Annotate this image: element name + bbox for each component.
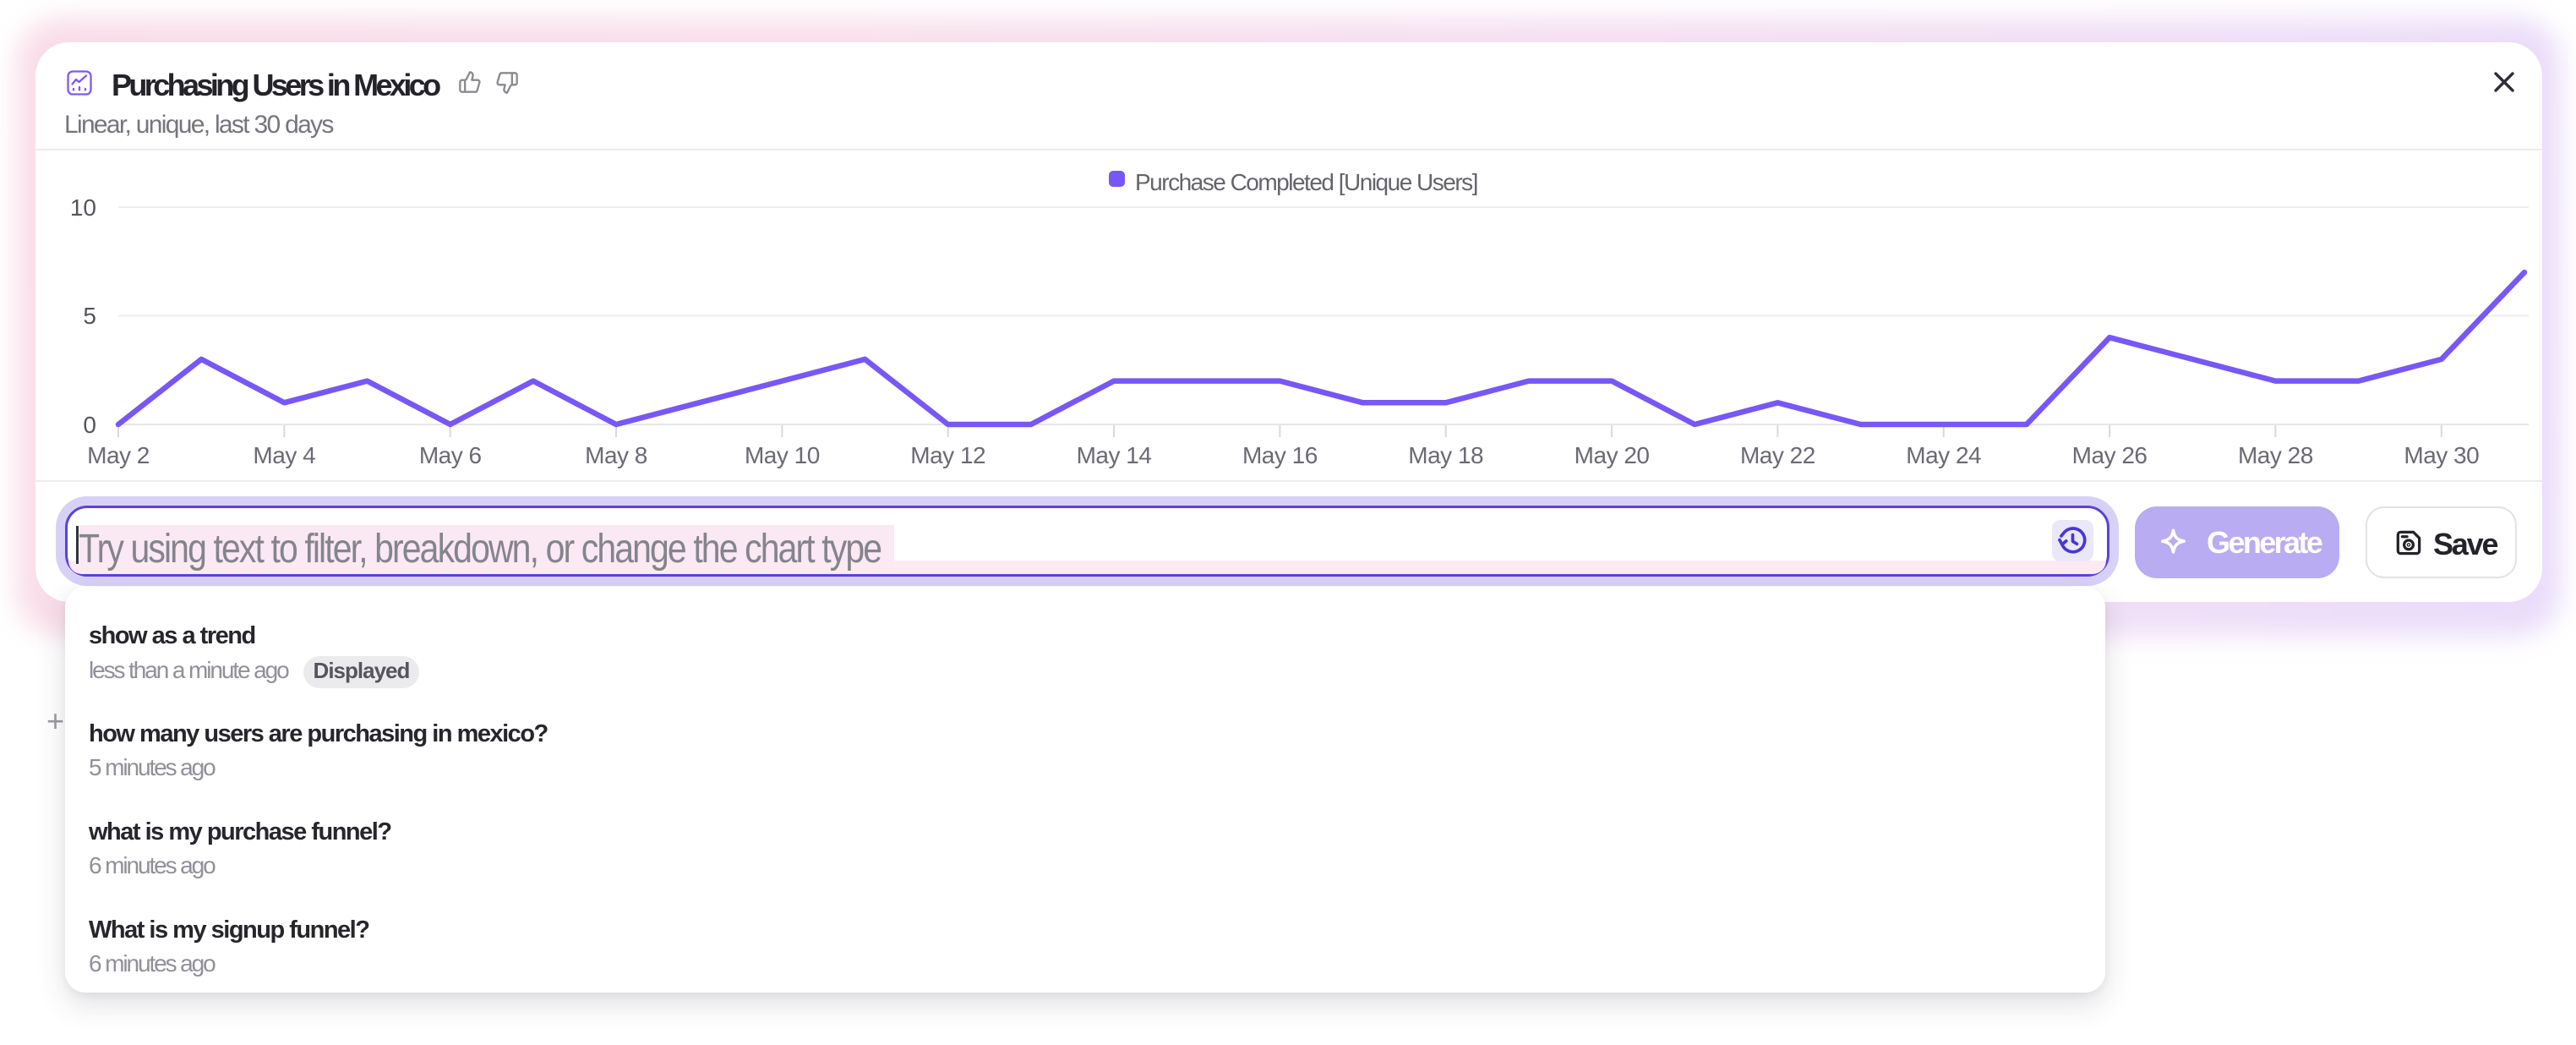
svg-text:May 2: May 2 xyxy=(87,442,150,468)
svg-text:May 22: May 22 xyxy=(1740,442,1815,468)
svg-text:May 28: May 28 xyxy=(2238,442,2313,468)
svg-text:0: 0 xyxy=(83,412,96,438)
svg-text:May 10: May 10 xyxy=(745,442,820,468)
svg-text:May 20: May 20 xyxy=(1575,442,1650,468)
svg-text:5: 5 xyxy=(83,303,96,329)
svg-text:May 8: May 8 xyxy=(585,442,647,468)
svg-text:May 26: May 26 xyxy=(2072,442,2148,468)
svg-text:May 12: May 12 xyxy=(910,442,985,468)
svg-text:May 30: May 30 xyxy=(2404,442,2479,468)
svg-text:Purchase Completed [Unique Use: Purchase Completed [Unique Users] xyxy=(1135,169,1477,195)
svg-text:May 18: May 18 xyxy=(1408,442,1483,468)
svg-text:May 24: May 24 xyxy=(1906,442,1981,468)
svg-text:10: 10 xyxy=(70,194,96,221)
svg-text:May 16: May 16 xyxy=(1242,442,1318,468)
svg-text:May 6: May 6 xyxy=(419,442,482,468)
svg-text:May 4: May 4 xyxy=(253,442,315,468)
svg-text:May 14: May 14 xyxy=(1077,442,1152,468)
